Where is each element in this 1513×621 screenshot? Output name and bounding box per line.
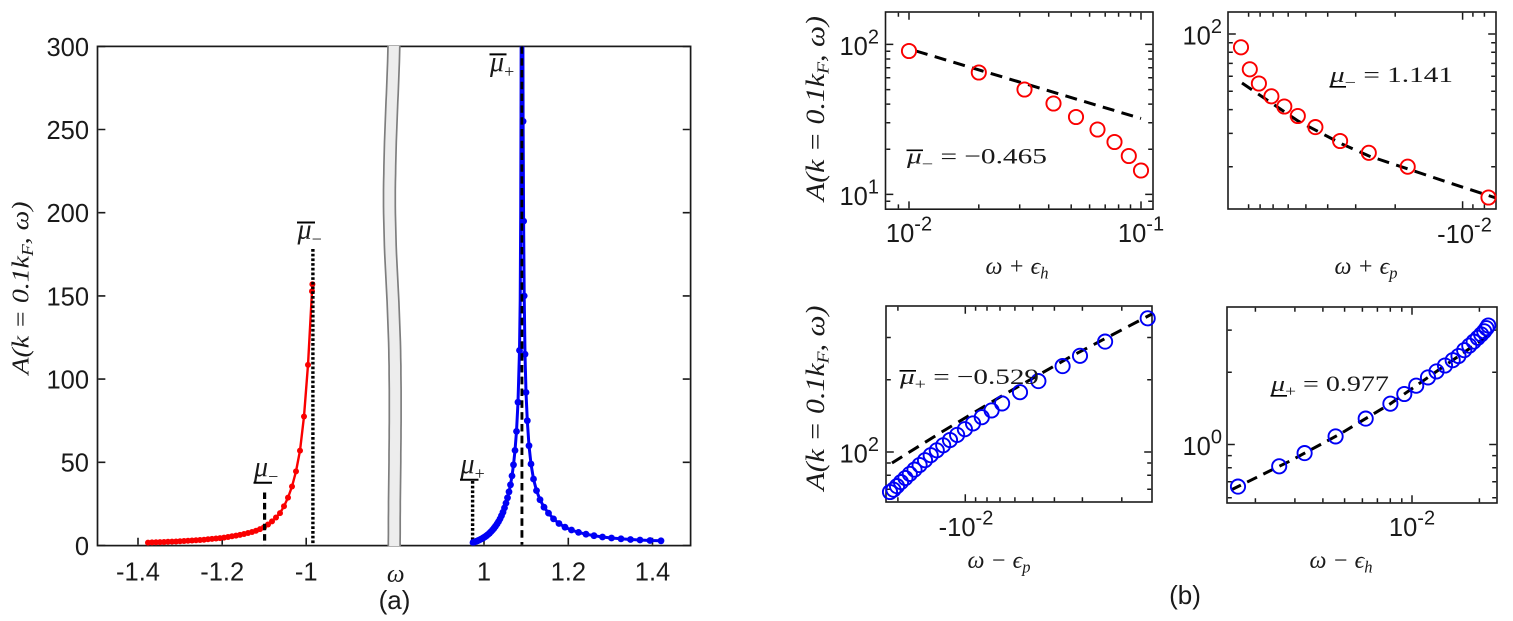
svg-text:μ+ = −0.529: μ + = −0.529 — [899, 364, 1039, 394]
svg-text:-1.4: -1.4 — [116, 559, 160, 587]
svg-text:250: 250 — [46, 117, 89, 145]
svg-text:-1.2: -1.2 — [200, 559, 244, 587]
svg-text:50: 50 — [61, 450, 89, 478]
svg-text:150: 150 — [46, 283, 89, 311]
svg-text:1.2: 1.2 — [551, 559, 586, 587]
svg-text:A(k = 0.1kF, ω): A(k = 0.1kF, ω) — [801, 306, 833, 493]
svg-text:ω + ϵp: ω + ϵp — [1334, 254, 1397, 283]
svg-text:102: 102 — [1183, 16, 1223, 51]
svg-text:100: 100 — [46, 367, 89, 395]
svg-text:(b): (b) — [1169, 580, 1201, 610]
svg-text:μ−: μ− — [253, 452, 278, 487]
svg-text:(a): (a) — [379, 585, 411, 615]
svg-text:μ− = 1.141: μ − = 1.141 — [1329, 62, 1453, 92]
svg-text:1.4: 1.4 — [635, 559, 670, 587]
svg-text:μ+ = 0.977: μ + = 0.977 — [1270, 371, 1389, 401]
svg-text:1: 1 — [477, 559, 491, 587]
svg-text:ω + ϵh: ω + ϵh — [985, 254, 1048, 283]
svg-text:0: 0 — [75, 533, 89, 561]
svg-text:10-1: 10-1 — [1118, 214, 1164, 249]
svg-text:300: 300 — [46, 34, 89, 62]
svg-text:A(k = 0.1kF, ω): A(k = 0.1kF, ω) — [801, 16, 833, 203]
svg-text:101: 101 — [840, 177, 880, 212]
svg-text:200: 200 — [46, 200, 89, 228]
svg-text:A(k = 0.1kF, ω): A(k = 0.1kF, ω) — [9, 201, 38, 376]
svg-text:ω − ϵh: ω − ϵh — [1309, 548, 1372, 577]
svg-text:μ+: μ+ — [460, 449, 485, 484]
svg-text:ω − ϵp: ω − ϵp — [967, 548, 1030, 577]
svg-text:-1: -1 — [295, 559, 318, 587]
svg-text:ω: ω — [387, 561, 405, 588]
svg-text:-10-2: -10-2 — [939, 508, 994, 543]
